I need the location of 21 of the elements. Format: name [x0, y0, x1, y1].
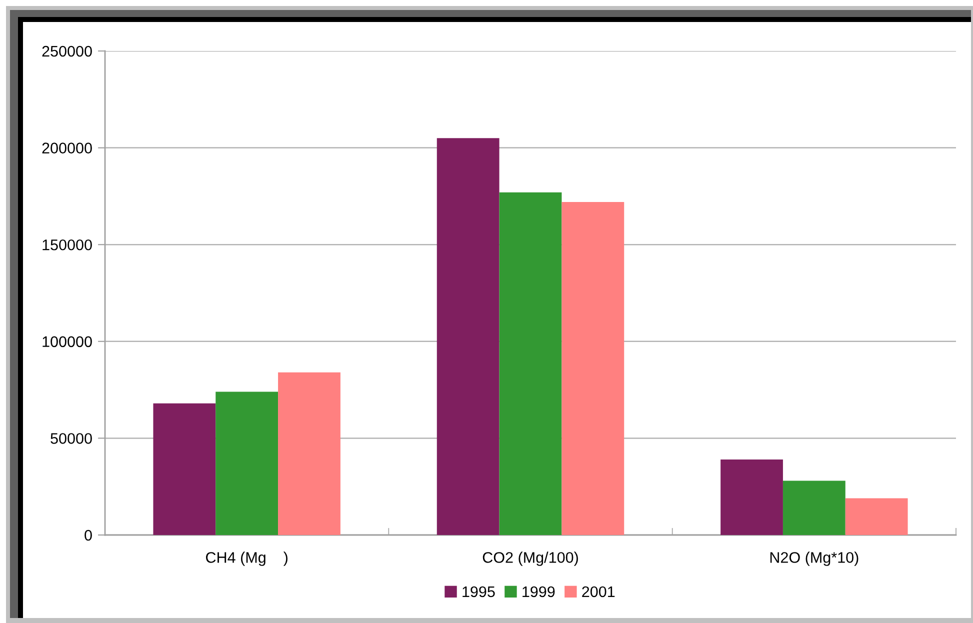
y-tick-label: 250000 [42, 46, 92, 57]
bar [720, 459, 783, 535]
bar [845, 498, 908, 535]
x-tick-label: N2O (Mg*10) [770, 552, 858, 566]
x-tick-label: CO2 (Mg/100) [482, 552, 578, 566]
y-tick-label: 50000 [50, 433, 92, 444]
bar [782, 480, 846, 535]
legend-label: 1995 [462, 586, 495, 598]
y-tick-label: 200000 [42, 142, 92, 154]
bar [436, 138, 500, 535]
y-tick-label: 100000 [42, 336, 92, 348]
bar [562, 202, 624, 535]
x-tick-label: CH4 (Mg ) [206, 552, 288, 566]
y-tick-label: 0 [84, 530, 92, 541]
bar [216, 392, 278, 535]
y-tick-label: 150000 [42, 239, 92, 250]
legend-label: 1999 [522, 586, 555, 598]
bar [153, 403, 216, 535]
bar [499, 192, 562, 535]
bar [278, 372, 340, 535]
legend-label: 2001 [582, 586, 615, 598]
